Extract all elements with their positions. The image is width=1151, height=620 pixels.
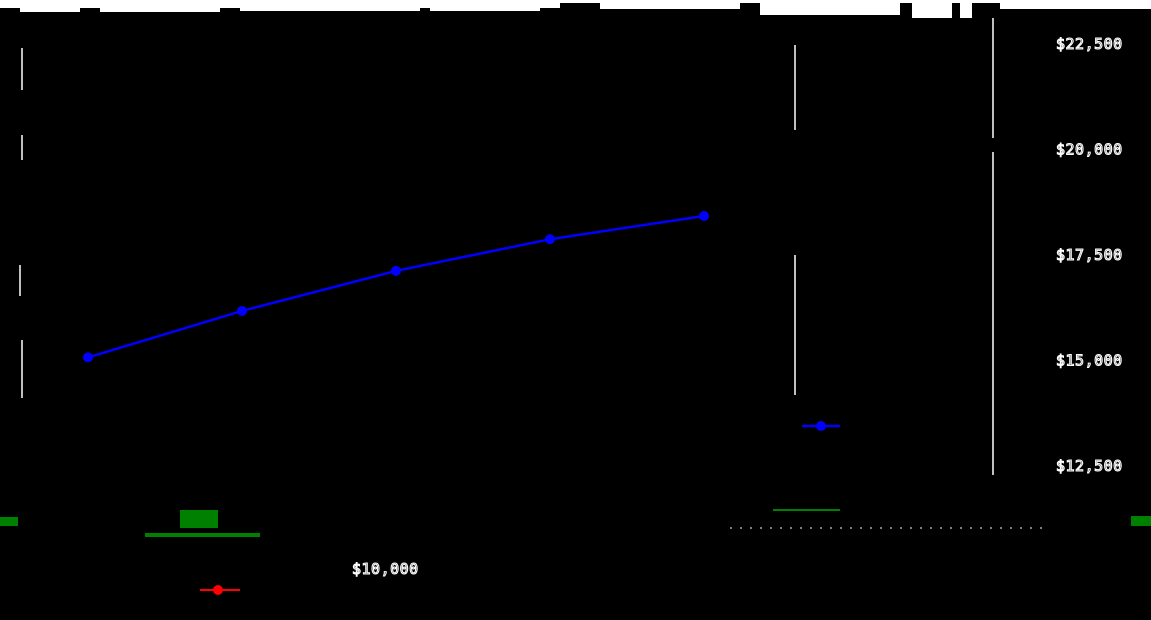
top-noise-strip (0, 0, 1151, 18)
series-point (391, 265, 401, 276)
lower-fragment-label: $10,000 (352, 560, 419, 578)
series-line (87, 214, 705, 359)
y-tick-label: $15,000 (1056, 352, 1123, 370)
y-tick-label: $12,500 (1056, 457, 1123, 475)
left-axis-fragments (19, 48, 23, 398)
y-axis-tick-labels: $12,500 $15,000 $17,500 $20,000 $22,500 (1055, 34, 1123, 475)
series-point (237, 305, 247, 316)
lower-fragments: $10,000 (0, 509, 1151, 595)
y-tick-label: $20,000 (1056, 141, 1123, 159)
series-layer (83, 211, 709, 363)
y-tick-label: $22,500 (1056, 35, 1123, 53)
legend-marker (816, 421, 826, 431)
series-point (83, 352, 93, 363)
series-point (699, 211, 709, 222)
right-axis-fragments (794, 18, 994, 475)
legend (802, 421, 840, 431)
y-tick-label: $17,500 (1056, 246, 1123, 264)
series-point (545, 234, 555, 245)
